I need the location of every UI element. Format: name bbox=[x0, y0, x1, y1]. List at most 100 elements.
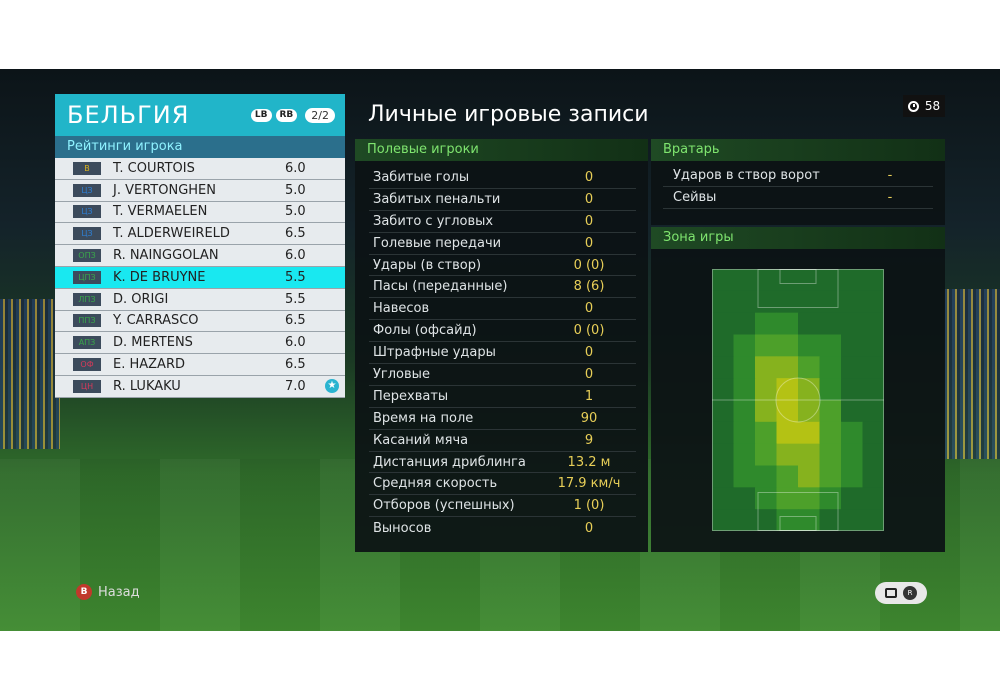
stat-row: Угловые 0 bbox=[369, 364, 636, 386]
stat-value: 0 bbox=[584, 191, 594, 207]
top-goal-box bbox=[779, 269, 817, 284]
heatmap-cell bbox=[819, 421, 842, 445]
player-name: T. ALDERWEIRELD bbox=[113, 226, 230, 242]
heatmap-cell bbox=[862, 269, 884, 292]
back-label: Назад bbox=[98, 584, 140, 600]
heatmap-cell bbox=[712, 465, 734, 488]
heatmap-cell bbox=[712, 400, 734, 423]
b-button-icon: B bbox=[76, 584, 92, 600]
heatmap-cell bbox=[712, 487, 734, 510]
page-indicator: 2/2 bbox=[305, 107, 335, 123]
player-name: R. NAINGGOLAN bbox=[113, 248, 219, 264]
player-name: Y. CARRASCO bbox=[113, 313, 199, 329]
position-badge: ППЗ bbox=[73, 314, 101, 328]
heatmap-cell bbox=[841, 269, 863, 292]
stat-value: - bbox=[887, 190, 893, 205]
stat-row: Навесов 0 bbox=[369, 298, 636, 321]
stat-value: 9 bbox=[584, 432, 594, 448]
heatmap-cell bbox=[841, 400, 863, 423]
player-row[interactable]: ЦПЗ K. DE BRUYNE 5.5 bbox=[55, 266, 345, 289]
stat-row: Ударов в створ ворот - bbox=[663, 165, 933, 187]
player-rating: 6.5 bbox=[285, 357, 306, 373]
heatmap-cell bbox=[733, 269, 756, 292]
heatmap-cell bbox=[798, 334, 820, 357]
heatmap-cell bbox=[798, 269, 820, 292]
heatmap-cell bbox=[776, 269, 799, 292]
heatmap-cell bbox=[862, 312, 884, 335]
heatmap-cell bbox=[819, 334, 842, 357]
heatmap-cell bbox=[776, 487, 799, 510]
heatmap-cell bbox=[733, 378, 756, 401]
player-row[interactable]: ЦЗ T. ALDERWEIRELD 6.5 bbox=[55, 223, 345, 246]
stat-row: Выносов 0 bbox=[369, 517, 636, 539]
stat-label: Забито с угловых bbox=[373, 213, 494, 229]
heatmap-cell bbox=[733, 334, 756, 357]
player-row[interactable]: ЦЗ T. VERMAELEN 5.0 bbox=[55, 201, 345, 224]
player-row[interactable]: АПЗ D. MERTENS 6.0 bbox=[55, 332, 345, 355]
ratings-title: Рейтинги игрока bbox=[55, 136, 345, 158]
heatmap-cell bbox=[798, 290, 820, 314]
stat-value: 0 bbox=[584, 235, 594, 251]
team-header: БЕЛЬГИЯ LB RB 2/2 bbox=[55, 94, 345, 136]
heatmap-cell bbox=[733, 421, 756, 445]
heatmap-cell bbox=[798, 443, 820, 466]
heatmap-cell bbox=[712, 269, 734, 292]
player-row[interactable]: ОПЗ R. NAINGGOLAN 6.0 bbox=[55, 245, 345, 267]
play-zone-panel: Зона игры bbox=[651, 227, 945, 552]
stat-label: Удары (в створ) bbox=[373, 257, 482, 273]
stat-value: 0 (0) bbox=[573, 323, 605, 339]
rb-button[interactable]: RB bbox=[275, 108, 298, 122]
player-name: R. LUKAKU bbox=[113, 378, 181, 394]
heatmap-cell bbox=[841, 465, 863, 488]
page-title: Личные игровые записи bbox=[368, 102, 649, 127]
position-badge: ЦН bbox=[73, 379, 101, 393]
player-row[interactable]: ОФ E. HAZARD 6.5 bbox=[55, 354, 345, 376]
position-badge: ЦЗ bbox=[73, 227, 101, 241]
stat-label: Забитых пенальти bbox=[373, 191, 501, 207]
stat-value: - bbox=[887, 168, 893, 183]
player-row[interactable]: В T. COURTOIS 6.0 bbox=[55, 158, 345, 180]
heatmap-cell bbox=[733, 356, 756, 379]
lb-button[interactable]: LB bbox=[250, 108, 272, 122]
heatmap-cell bbox=[862, 487, 884, 510]
heatmap-cell bbox=[755, 487, 777, 510]
player-name: D. MERTENS bbox=[113, 335, 193, 351]
heatmap-cell bbox=[841, 378, 863, 401]
player-row[interactable]: ЛПЗ D. ORIGI 5.5 bbox=[55, 288, 345, 311]
heatmap-cell bbox=[798, 378, 820, 401]
stat-value: 0 bbox=[584, 301, 594, 317]
heatmap-cell bbox=[755, 269, 777, 292]
player-list: В T. COURTOIS 6.0 ЦЗ J. VERTONGHEN 5.0 ЦЗ T. VE… bbox=[55, 158, 345, 398]
player-row[interactable]: ППЗ Y. CARRASCO 6.5 bbox=[55, 310, 345, 333]
player-name: J. VERTONGHEN bbox=[113, 182, 216, 198]
timer-value: 58 bbox=[924, 99, 941, 113]
heatmap-cell bbox=[862, 509, 884, 531]
stat-row: Перехваты 1 bbox=[369, 386, 636, 408]
heatmap-cell bbox=[776, 378, 799, 401]
stat-row: Пасы (переданные) 8 (6) bbox=[369, 276, 636, 299]
stadium-crowd-left bbox=[0, 299, 60, 449]
heatmap-cell bbox=[712, 356, 734, 379]
stat-row: Забитых пенальти 0 bbox=[369, 189, 636, 211]
stat-value: 0 bbox=[584, 345, 594, 361]
stat-row: Штрафные удары 0 bbox=[369, 342, 636, 365]
heatmap-cell bbox=[798, 465, 820, 488]
heatmap-cell bbox=[733, 400, 756, 423]
player-row[interactable]: ЦН R. LUKAKU 7.0 ★ bbox=[55, 375, 345, 398]
back-button[interactable]: B Назад bbox=[76, 584, 140, 600]
stat-label: Фолы (офсайд) bbox=[373, 323, 477, 339]
stat-row: Забитые голы 0 bbox=[369, 167, 636, 189]
player-row[interactable]: ЦЗ J. VERTONGHEN 5.0 bbox=[55, 179, 345, 202]
stadium-crowd-right bbox=[944, 289, 1000, 459]
heatmap-cell bbox=[755, 443, 777, 466]
heatmap-cell bbox=[862, 378, 884, 401]
player-name: K. DE BRUYNE bbox=[113, 269, 206, 285]
field-players-header: Полевые игроки bbox=[355, 139, 648, 161]
stat-row: Касаний мяча 9 bbox=[369, 430, 636, 452]
player-rating: 6.5 bbox=[285, 313, 306, 329]
heatmap-cell bbox=[712, 443, 734, 466]
heatmap-cell bbox=[776, 509, 799, 531]
heatmap-cell bbox=[776, 290, 799, 314]
heatmap-cell bbox=[798, 421, 820, 445]
controls-hint[interactable]: R bbox=[875, 582, 927, 604]
